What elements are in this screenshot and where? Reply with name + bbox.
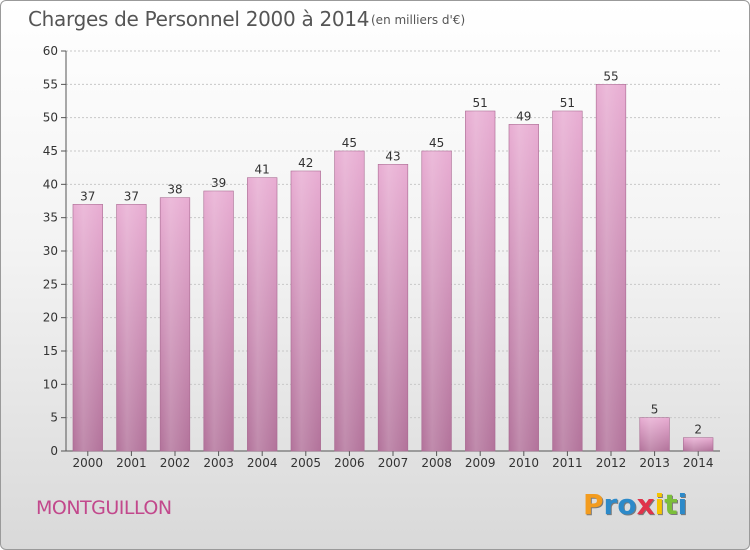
bar-highlight	[639, 417, 670, 451]
y-tick-label: 40	[43, 177, 58, 191]
data-label: 38	[167, 183, 182, 197]
bar-highlight	[465, 111, 496, 451]
data-label: 37	[124, 189, 139, 203]
logo-letter: P	[583, 488, 604, 521]
place-name: MONTGUILLON	[36, 497, 172, 519]
data-label: 51	[473, 96, 488, 110]
logo-letter: i	[654, 488, 665, 521]
logo-letter: i	[677, 488, 688, 521]
x-tick-label: 2013	[639, 456, 670, 470]
bar-highlight	[552, 111, 583, 451]
y-tick-label: 35	[43, 211, 58, 225]
data-label: 45	[429, 136, 444, 150]
y-tick-label: 30	[43, 244, 58, 258]
bar-highlight	[203, 191, 234, 451]
x-tick-label: 2008	[421, 456, 452, 470]
y-tick-label: 10	[43, 377, 58, 391]
bar-highlight	[334, 151, 365, 451]
x-tick-label: 2004	[247, 456, 278, 470]
y-tick-label: 0	[50, 444, 58, 458]
bar-highlight	[421, 151, 452, 451]
bar-highlight	[596, 84, 626, 451]
y-tick-label: 50	[43, 111, 58, 125]
data-label: 51	[560, 96, 575, 110]
logo-letter: x	[636, 488, 655, 521]
bar-highlight	[290, 171, 321, 451]
logo-letter: t	[664, 488, 678, 521]
x-tick-label: 2001	[116, 456, 147, 470]
data-label: 43	[385, 149, 400, 163]
chart-subtitle: (en milliers d'€)	[371, 13, 466, 27]
data-label: 55	[603, 69, 618, 83]
chart-title: Charges de Personnel 2000 à 2014	[28, 7, 370, 31]
y-tick-label: 45	[43, 144, 58, 158]
data-label: 37	[80, 189, 95, 203]
data-label: 41	[255, 163, 270, 177]
x-tick-label: 2012	[596, 456, 627, 470]
bar-highlight	[247, 177, 278, 451]
bar-highlight	[116, 204, 147, 451]
data-label: 5	[651, 403, 659, 417]
y-tick-label: 55	[43, 77, 58, 91]
data-label: 45	[342, 136, 357, 150]
x-tick-label: 2000	[73, 456, 104, 470]
y-tick-label: 15	[43, 344, 58, 358]
logo-letter: o	[617, 488, 637, 521]
y-tick-label: 20	[43, 311, 58, 325]
y-tick-label: 5	[50, 411, 58, 425]
bar-highlight	[508, 124, 539, 451]
x-tick-label: 2005	[291, 456, 322, 470]
x-tick-label: 2007	[378, 456, 409, 470]
x-tick-label: 2009	[465, 456, 496, 470]
bar-highlight	[378, 164, 408, 452]
x-tick-label: 2006	[334, 456, 365, 470]
logo-letter: r	[603, 488, 618, 521]
proxiti-logo[interactable]: Proxiti	[583, 488, 687, 521]
data-label: 42	[298, 156, 313, 170]
x-tick-label: 2010	[509, 456, 540, 470]
data-label: 49	[516, 109, 531, 123]
x-tick-label: 2003	[203, 456, 234, 470]
y-tick-label: 25	[43, 277, 58, 291]
x-tick-label: 2014	[683, 456, 714, 470]
bar-highlight	[72, 204, 103, 451]
bar-highlight	[683, 437, 714, 451]
x-tick-label: 2002	[160, 456, 191, 470]
data-label: 2	[694, 423, 702, 437]
x-tick-label: 2011	[552, 456, 583, 470]
y-tick-label: 60	[43, 44, 58, 58]
bar-highlight	[160, 197, 190, 451]
data-label: 39	[211, 176, 226, 190]
